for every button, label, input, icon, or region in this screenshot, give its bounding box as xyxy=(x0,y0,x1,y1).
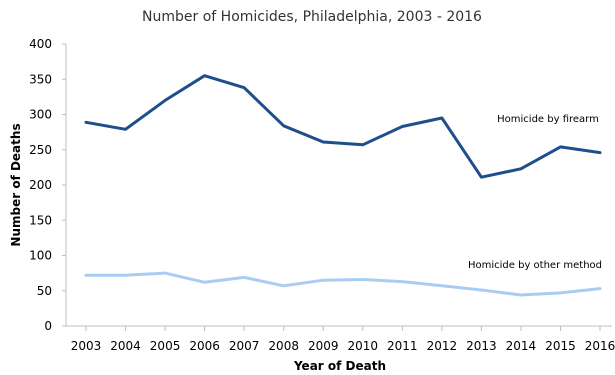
y-tick-label: 150 xyxy=(29,213,52,227)
y-tick-label: 350 xyxy=(29,72,52,86)
y-tick-label: 200 xyxy=(29,178,52,192)
series-lines xyxy=(84,74,602,297)
y-axis-label: Number of Deaths xyxy=(9,123,23,246)
y-tick-label: 400 xyxy=(29,37,52,51)
x-tick-label: 2008 xyxy=(268,339,299,353)
x-tick-label: 2003 xyxy=(71,339,102,353)
y-tick-label: 250 xyxy=(29,143,52,157)
x-tick-label: 2015 xyxy=(545,339,576,353)
x-tick-label: 2013 xyxy=(466,339,497,353)
x-tick-label: 2012 xyxy=(427,339,458,353)
chart-title: Number of Homicides, Philadelphia, 2003 … xyxy=(142,9,482,25)
series-line-2 xyxy=(84,271,602,297)
x-tick-label: 2016 xyxy=(585,339,615,353)
x-tick-label: 2007 xyxy=(229,339,260,353)
x-tick-label: 2011 xyxy=(387,339,418,353)
series-label-2: Homicide by other method xyxy=(468,260,602,271)
x-tick-label: 2014 xyxy=(506,339,537,353)
y-tick-label: 50 xyxy=(37,284,52,298)
x-tick-label: 2004 xyxy=(110,339,141,353)
x-tick-label: 2010 xyxy=(348,339,379,353)
x-tick-label: 2005 xyxy=(150,339,181,353)
series-line-1 xyxy=(84,74,602,179)
y-tick-label: 300 xyxy=(29,108,52,122)
x-tick-label: 2009 xyxy=(308,339,339,353)
x-tick-label: 2006 xyxy=(189,339,220,353)
series-label-1: Homicide by firearm xyxy=(497,114,599,125)
x-axis-ticks: 2003 2004 2005 2006 2007 2008 2009 2010 2011 2012… xyxy=(71,326,615,353)
y-axis-ticks: 0 50 100 150 200 250 300 350 400 xyxy=(29,37,66,333)
y-tick-label: 0 xyxy=(44,319,52,333)
series-labels: Homicide by firearm Homicide by other met… xyxy=(468,114,602,271)
y-tick-label: 100 xyxy=(29,249,52,263)
x-axis-label: Year of Death xyxy=(293,359,386,373)
